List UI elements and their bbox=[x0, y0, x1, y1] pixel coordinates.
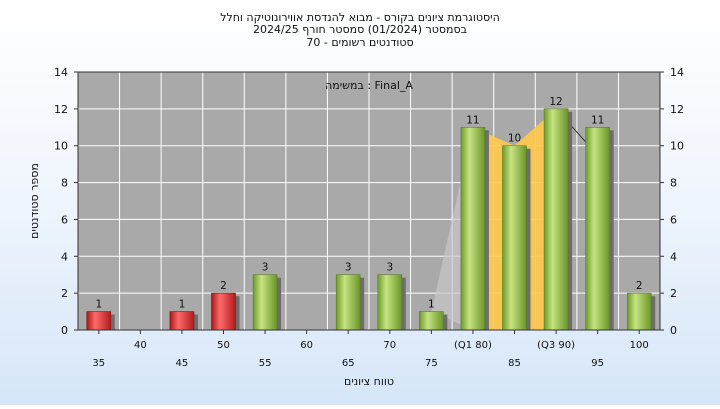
value-label: 10 bbox=[508, 133, 521, 145]
x-tick-label: (Q3 90) bbox=[537, 340, 575, 351]
bars bbox=[86, 108, 656, 331]
bar-45 bbox=[169, 311, 195, 331]
bar-55 bbox=[252, 274, 278, 331]
title-line-3: סטודנטים רשומים - 70 bbox=[306, 36, 413, 49]
x-axis-title: טווח ציונים bbox=[344, 375, 394, 388]
x-tick-label: 45 bbox=[176, 358, 189, 369]
plot-frame bbox=[77, 71, 661, 331]
y-tick-label-right: 14 bbox=[670, 66, 684, 79]
y-tick-label-right: 6 bbox=[670, 213, 677, 226]
value-label: 12 bbox=[549, 96, 562, 108]
x-axis-labels: 35 40 45 50 55 60 65 70 75 (Q1 80) 85 (Q3 90) 95 100 bbox=[92, 330, 649, 369]
value-label: 3 bbox=[262, 262, 269, 274]
y-tick-label: 12 bbox=[54, 103, 68, 116]
y-tick-label-right: 8 bbox=[670, 177, 677, 190]
x-tick-label: 95 bbox=[591, 358, 604, 369]
value-label: 2 bbox=[220, 280, 227, 292]
y-tick-label: 8 bbox=[61, 177, 68, 190]
bar-100 bbox=[626, 292, 652, 331]
y-tick-label: 10 bbox=[54, 140, 68, 153]
value-label: 1 bbox=[179, 299, 186, 311]
bar-(Q3 90) bbox=[543, 108, 569, 331]
title-line-2: בסמסטר (01/2024) סמסטר חורף 2024/25 bbox=[253, 23, 467, 36]
x-tick-label: 85 bbox=[508, 358, 521, 369]
bar-65 bbox=[335, 274, 361, 331]
x-tick-label: 35 bbox=[92, 358, 105, 369]
y-axis-title: מספר סטודנטים bbox=[28, 163, 41, 239]
bar-95 bbox=[585, 126, 610, 331]
y-tick-label-right: 12 bbox=[670, 103, 684, 116]
x-tick-label: 65 bbox=[342, 358, 355, 369]
x-tick-label: 60 bbox=[300, 340, 313, 351]
y-tick-label-right: 10 bbox=[670, 140, 684, 153]
task-annotation: במשימה : Final_A bbox=[325, 79, 413, 92]
value-label: 1 bbox=[428, 299, 435, 311]
y-tick-label: 2 bbox=[61, 287, 68, 300]
value-label: 1 bbox=[95, 299, 102, 311]
bar-85 bbox=[502, 145, 527, 331]
y-tick-label: 14 bbox=[54, 66, 68, 79]
value-label: 3 bbox=[345, 262, 352, 274]
y-tick-label: 0 bbox=[61, 324, 68, 337]
y-tick-label: 4 bbox=[61, 250, 68, 263]
x-tick-label: (Q1 80) bbox=[454, 340, 492, 351]
chart-title: היסטוגרמת ציונים בקורס - מבוא להנדסת אוו… bbox=[220, 11, 500, 49]
y-tick-label-right: 2 bbox=[670, 287, 677, 300]
x-tick-label: 75 bbox=[425, 358, 438, 369]
x-tick-label: 55 bbox=[259, 358, 272, 369]
title-line-1: היסטוגרמת ציונים בקורס - מבוא להנדסת אוו… bbox=[220, 11, 500, 24]
bar-70 bbox=[377, 274, 403, 331]
value-label: 11 bbox=[591, 114, 604, 126]
value-label: 3 bbox=[386, 262, 393, 274]
x-tick-label: 70 bbox=[383, 340, 396, 351]
bar-(Q1 80) bbox=[460, 126, 486, 331]
y-axis-left: 0 2 4 6 8 10 12 14 bbox=[54, 66, 78, 337]
y-tick-label: 6 bbox=[61, 213, 68, 226]
bar-75 bbox=[419, 311, 444, 331]
x-tick-label: 100 bbox=[630, 340, 649, 351]
y-tick-label-right: 0 bbox=[670, 324, 677, 337]
bar-50 bbox=[211, 292, 236, 331]
x-tick-label: 40 bbox=[134, 340, 147, 351]
bar-35 bbox=[86, 311, 112, 331]
value-label: 11 bbox=[466, 114, 479, 126]
x-tick-label: 50 bbox=[217, 340, 230, 351]
value-label: 2 bbox=[636, 280, 643, 292]
y-tick-label-right: 4 bbox=[670, 250, 677, 263]
y-axis-right: 0 2 4 6 8 10 12 14 bbox=[660, 66, 684, 337]
